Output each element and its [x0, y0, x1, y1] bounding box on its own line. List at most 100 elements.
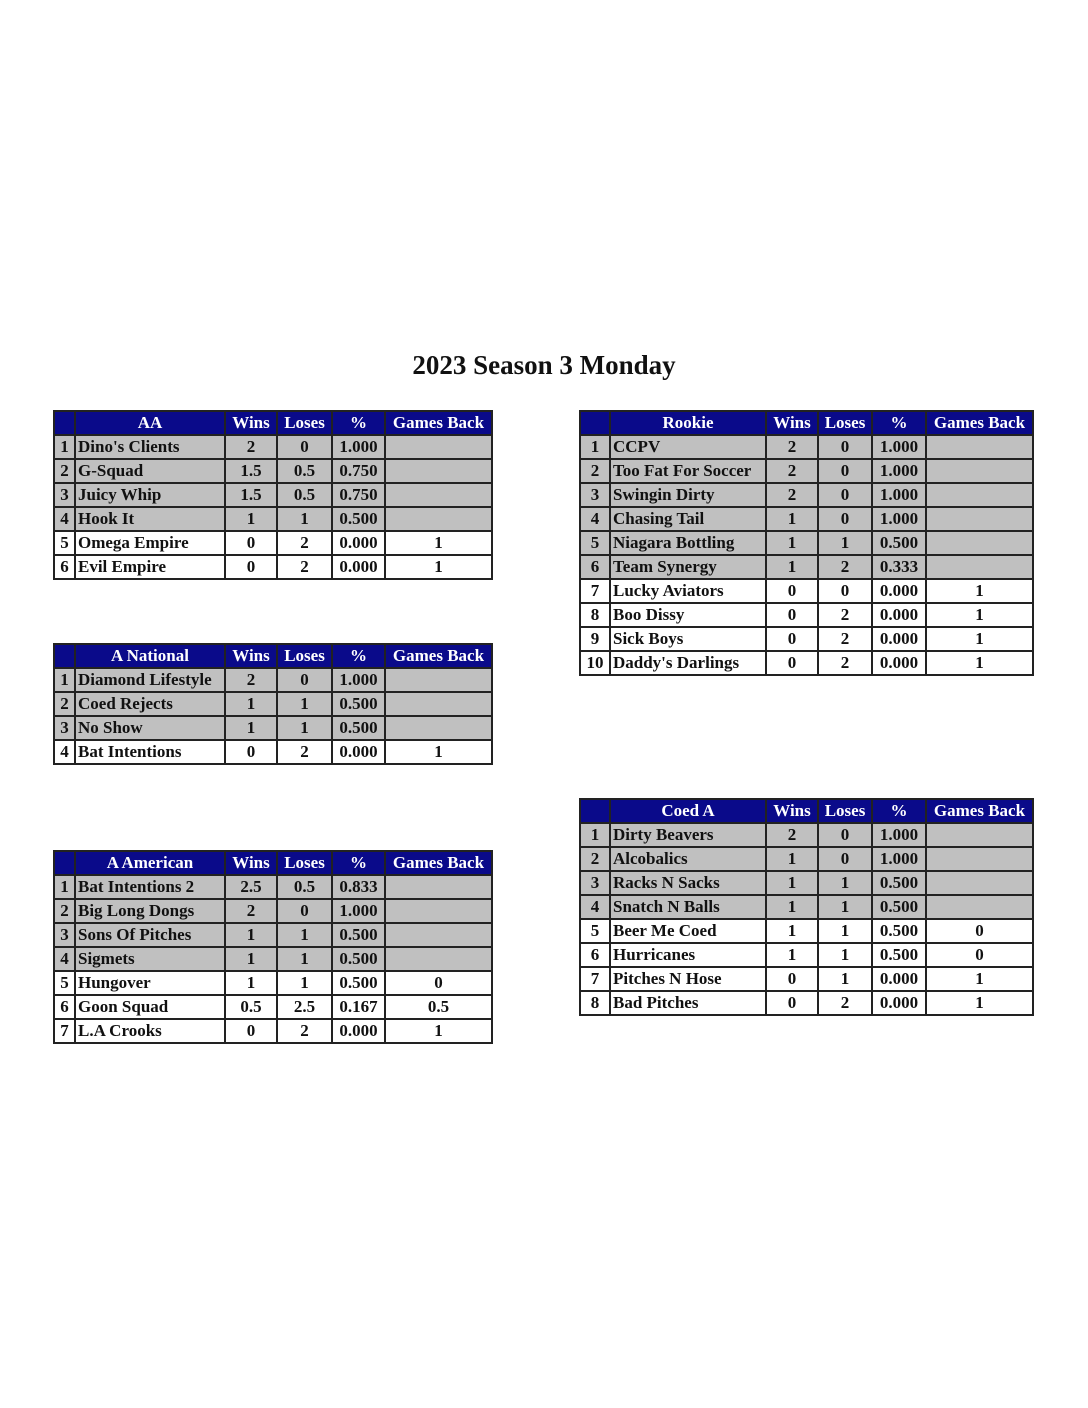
games-back-cell: [384, 922, 493, 948]
rank-cell: 4: [579, 506, 611, 532]
loses-cell: 2: [817, 626, 873, 652]
pct-cell: 0.833: [331, 874, 386, 900]
team-name: Chasing Tail: [609, 506, 767, 532]
pct-cell: 0.500: [871, 530, 927, 556]
division-name: Rookie: [609, 410, 767, 436]
wins-cell: 1: [765, 870, 819, 896]
team-name: Diamond Lifestyle: [74, 667, 226, 693]
column-header: %: [331, 643, 386, 669]
table-row: 2 Big Long Dongs 2 0 1.000: [53, 898, 493, 924]
pct-cell: 0.500: [871, 870, 927, 896]
games-back-cell: [384, 874, 493, 900]
team-name: CCPV: [609, 434, 767, 460]
column-header: Wins: [224, 410, 278, 436]
pct-cell: 0.500: [871, 942, 927, 968]
pct-cell: 1.000: [331, 434, 386, 460]
team-name: Hungover: [74, 970, 226, 996]
rank-cell: 4: [579, 894, 611, 920]
rank-cell: 1: [53, 667, 76, 693]
table-row: 8 Bad Pitches 0 2 0.000 1: [579, 990, 1034, 1016]
loses-cell: 1: [817, 530, 873, 556]
games-back-cell: [925, 554, 1034, 580]
pct-cell: 0.000: [871, 990, 927, 1016]
team-name: Bat Intentions 2: [74, 874, 226, 900]
team-name: Goon Squad: [74, 994, 226, 1020]
wins-cell: 0: [765, 990, 819, 1016]
team-name: No Show: [74, 715, 226, 741]
pct-cell: 1.000: [331, 898, 386, 924]
division-name: Coed A: [609, 798, 767, 824]
loses-cell: 0: [817, 482, 873, 508]
column-header: Games Back: [384, 850, 493, 876]
team-name: Snatch N Balls: [609, 894, 767, 920]
loses-cell: 2: [276, 530, 333, 556]
table-row: 1 Diamond Lifestyle 2 0 1.000: [53, 667, 493, 693]
wins-cell: 1: [765, 506, 819, 532]
team-name: Coed Rejects: [74, 691, 226, 717]
team-name: Juicy Whip: [74, 482, 226, 508]
standings-table-coed-a: Coed A Wins Loses% Games Back 1 Dirty Beavers…: [579, 798, 1034, 1016]
games-back-cell: [384, 715, 493, 741]
table-row: 6 Team Synergy 1 2 0.333: [579, 554, 1034, 580]
rank-cell: 9: [579, 626, 611, 652]
column-header: %: [871, 410, 927, 436]
rank-header: [579, 410, 611, 436]
loses-cell: 2: [276, 739, 333, 765]
column-header: Loses: [276, 410, 333, 436]
rank-cell: 5: [53, 530, 76, 556]
rank-cell: 4: [53, 739, 76, 765]
wins-cell: 1.5: [224, 458, 278, 484]
table-row: 2 G-Squad 1.5 0.5 0.750: [53, 458, 493, 484]
rank-cell: 6: [579, 554, 611, 580]
wins-cell: 0: [224, 1018, 278, 1044]
column-header: Games Back: [384, 410, 493, 436]
wins-cell: 2: [765, 822, 819, 848]
pct-cell: 0.000: [331, 554, 386, 580]
games-back-cell: [384, 898, 493, 924]
standings-table-aa: AA Wins Loses% Games Back 1 Dino's Clients 2 0 1…: [53, 410, 493, 580]
wins-cell: 2: [765, 482, 819, 508]
loses-cell: 2: [817, 990, 873, 1016]
division-name: A National: [74, 643, 226, 669]
loses-cell: 1: [817, 870, 873, 896]
pct-cell: 0.000: [871, 602, 927, 628]
table-row: 2 Coed Rejects 1 1 0.500: [53, 691, 493, 717]
loses-cell: 0.5: [276, 874, 333, 900]
team-name: Niagara Bottling: [609, 530, 767, 556]
loses-cell: 2: [817, 602, 873, 628]
column-header: %: [331, 850, 386, 876]
rank-cell: 7: [579, 966, 611, 992]
games-back-cell: [925, 846, 1034, 872]
table-row: 5 Niagara Bottling 1 1 0.500: [579, 530, 1034, 556]
loses-cell: 1: [276, 970, 333, 996]
rank-cell: 5: [579, 530, 611, 556]
table-row: 3 Swingin Dirty 2 0 1.000: [579, 482, 1034, 508]
table-row: 4 Chasing Tail 1 0 1.000: [579, 506, 1034, 532]
loses-cell: 0.5: [276, 482, 333, 508]
header-row: A National Wins Loses% Games Back: [53, 643, 493, 669]
table-row: 4 Bat Intentions 0 2 0.000 1: [53, 739, 493, 765]
table-row: 4 Hook It 1 1 0.500: [53, 506, 493, 532]
games-back-cell: [925, 434, 1034, 460]
wins-cell: 0.5: [224, 994, 278, 1020]
table-row: 5 Omega Empire 0 2 0.000 1: [53, 530, 493, 556]
column-header: %: [871, 798, 927, 824]
pct-cell: 0.500: [331, 946, 386, 972]
loses-cell: 1: [817, 894, 873, 920]
table-row: 4 Sigmets 1 1 0.500: [53, 946, 493, 972]
games-back-cell: [925, 894, 1034, 920]
loses-cell: 0: [817, 458, 873, 484]
loses-cell: 1: [276, 691, 333, 717]
rank-cell: 1: [579, 822, 611, 848]
rank-cell: 7: [53, 1018, 76, 1044]
header-row: A American Wins Loses% Games Back: [53, 850, 493, 876]
rank-cell: 8: [579, 602, 611, 628]
games-back-cell: 1: [384, 1018, 493, 1044]
rank-cell: 7: [579, 578, 611, 604]
team-name: Omega Empire: [74, 530, 226, 556]
games-back-cell: 1: [384, 530, 493, 556]
wins-cell: 0: [765, 650, 819, 676]
games-back-cell: [925, 458, 1034, 484]
wins-cell: 1: [765, 894, 819, 920]
table-row: 1 Dirty Beavers 2 0 1.000: [579, 822, 1034, 848]
